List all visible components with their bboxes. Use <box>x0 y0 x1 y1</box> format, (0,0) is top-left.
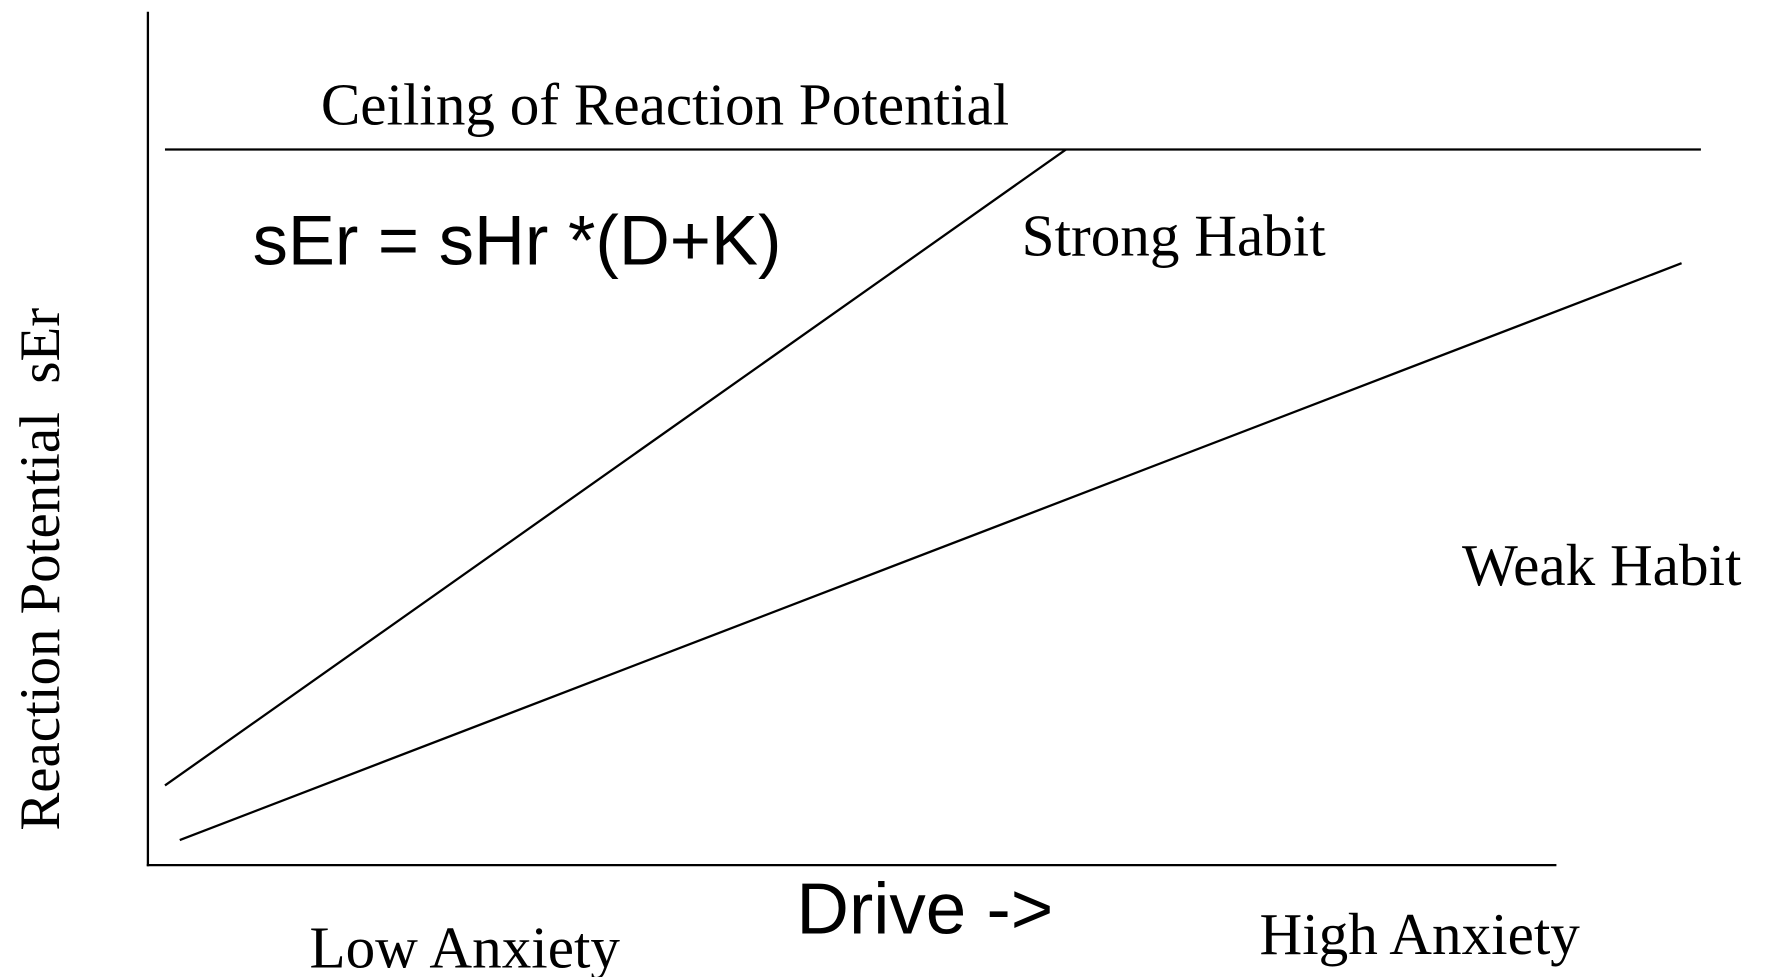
y-axis-label: Reaction Potential sEr <box>9 308 72 831</box>
formula: sEr = sHr *(D+K) <box>253 200 782 279</box>
strong-habit-label: Strong Habit <box>1022 202 1327 268</box>
weak-habit-label: Weak Habit <box>1462 532 1742 598</box>
x-axis-label: Drive -> <box>796 868 1053 949</box>
ceiling-label: Ceiling of Reaction Potential <box>321 71 1009 137</box>
strong-habit-line <box>164 148 1067 787</box>
low-anxiety-label: Low Anxiety <box>309 914 620 977</box>
weak-habit-line <box>179 262 1682 842</box>
high-anxiety-label: High Anxiety <box>1259 901 1580 967</box>
